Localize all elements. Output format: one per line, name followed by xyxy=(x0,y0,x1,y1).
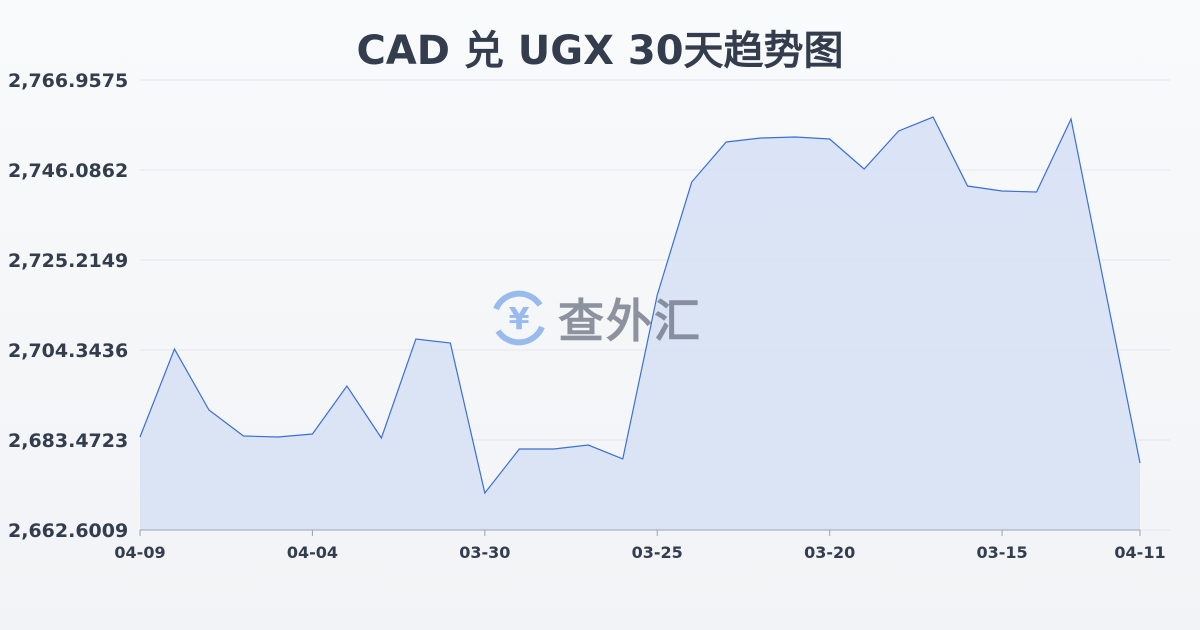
x-tick-label: 03-30 xyxy=(459,543,510,562)
x-tick-label: 04-11 xyxy=(1114,543,1165,562)
x-tick-label: 03-20 xyxy=(804,543,855,562)
yen-exchange-icon: ¥ xyxy=(493,290,545,346)
x-tick-label: 03-25 xyxy=(632,543,683,562)
watermark-text: 查外汇 xyxy=(558,294,702,348)
chart-title: CAD 兑 UGX 30天趋势图 xyxy=(356,28,844,74)
series-line xyxy=(139,116,1141,495)
x-tick-label: 03-15 xyxy=(976,543,1027,562)
watermark: ¥ 查外汇 xyxy=(488,285,702,351)
y-tick-label: 2,725.2149 xyxy=(8,250,128,272)
area-fill xyxy=(140,117,1140,530)
x-tick-label: 04-09 xyxy=(114,543,165,562)
y-tick-label: 2,766.9575 xyxy=(8,70,128,92)
y-tick-label: 2,704.3436 xyxy=(8,340,128,362)
svg-text:¥: ¥ xyxy=(509,302,530,337)
x-tick-label: 04-04 xyxy=(287,543,338,562)
y-tick-label: 2,662.6009 xyxy=(8,520,128,542)
y-tick-label: 2,683.4723 xyxy=(8,430,128,452)
y-tick-label: 2,746.0862 xyxy=(8,160,128,182)
